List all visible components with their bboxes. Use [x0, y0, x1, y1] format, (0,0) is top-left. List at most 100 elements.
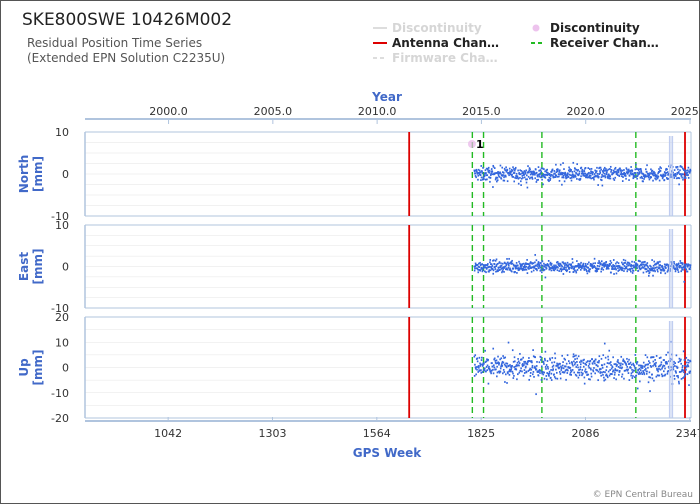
data-point: [506, 382, 508, 384]
data-point: [492, 372, 495, 375]
data-point: [522, 176, 524, 179]
data-point: [645, 270, 648, 273]
data-point: [498, 175, 501, 178]
data-point: [510, 262, 513, 265]
data-point: [640, 264, 643, 266]
data-point: [673, 360, 675, 363]
data-point: [607, 370, 610, 373]
data-point: [567, 264, 569, 267]
data-point: [531, 361, 533, 364]
data-point: [657, 261, 660, 264]
data-point: [595, 364, 598, 367]
data-point: [660, 363, 662, 366]
data-point: [563, 371, 566, 374]
data-point: [647, 381, 650, 384]
data-point: [491, 365, 494, 368]
data-point: [586, 373, 589, 376]
data-point: [569, 366, 572, 369]
data-point: [529, 360, 531, 362]
data-point: [629, 169, 632, 172]
data-point: [502, 361, 505, 364]
data-point: [642, 371, 645, 374]
data-point: [588, 270, 591, 273]
data-point: [481, 371, 484, 373]
data-point: [648, 271, 651, 274]
data-point: [608, 177, 611, 180]
data-point: [597, 262, 599, 264]
data-point: [506, 268, 509, 271]
data-point: [574, 265, 577, 267]
data-point: [656, 266, 658, 269]
data-point: [520, 267, 523, 270]
data-point: [590, 372, 593, 375]
data-point: [596, 172, 599, 175]
data-point: [627, 268, 629, 271]
data-point: [661, 367, 663, 370]
data-point: [659, 170, 662, 172]
data-point: [515, 175, 517, 177]
data-point: [478, 169, 481, 172]
data-point: [650, 267, 653, 270]
data-point: [607, 168, 610, 171]
data-point: [679, 265, 682, 267]
data-point: [557, 363, 560, 366]
data-point: [589, 268, 591, 270]
data-point: [648, 360, 650, 363]
data-point: [594, 267, 597, 270]
data-point: [656, 374, 659, 377]
data-point: [494, 268, 497, 270]
data-point: [593, 257, 596, 260]
data-point: [588, 171, 590, 174]
data-point: [513, 356, 516, 359]
data-point: [540, 176, 542, 179]
data-point: [608, 264, 611, 267]
data-point: [639, 176, 642, 179]
data-point: [652, 269, 655, 272]
data-point: [687, 364, 689, 366]
data-point: [580, 359, 582, 362]
data-point: [521, 370, 523, 373]
data-point: [507, 341, 510, 344]
data-point: [570, 263, 572, 266]
data-point: [473, 170, 476, 173]
data-point: [618, 371, 621, 373]
data-point: [574, 373, 577, 376]
data-point: [564, 175, 567, 178]
data-point: [510, 170, 513, 173]
data-point: [603, 363, 606, 366]
data-point: [492, 164, 495, 167]
data-point: [663, 171, 666, 173]
data-point: [650, 176, 653, 179]
data-point: [636, 263, 639, 266]
data-point: [491, 362, 493, 365]
data-point: [496, 172, 498, 174]
data-point: [592, 176, 595, 179]
data-point: [577, 168, 579, 171]
data-point: [565, 177, 567, 180]
data-point: [489, 176, 492, 179]
data-point: [544, 350, 547, 353]
top-axis-label: Year: [371, 90, 402, 104]
data-point: [642, 370, 644, 372]
data-point: [555, 261, 558, 264]
data-point: [681, 268, 683, 271]
data-point: [594, 266, 596, 268]
y-tick-label: -10: [51, 210, 69, 223]
data-point: [535, 365, 538, 367]
data-point: [496, 371, 499, 374]
data-point: [593, 367, 595, 369]
data-point: [634, 172, 637, 174]
data-point: [561, 354, 563, 357]
data-point: [535, 368, 538, 371]
data-point: [542, 183, 544, 186]
data-point: [572, 353, 575, 356]
data-point: [496, 375, 498, 378]
data-point: [640, 175, 643, 178]
data-point: [534, 177, 537, 180]
data-point: [663, 179, 666, 181]
data-point: [521, 365, 524, 367]
data-point: [502, 372, 504, 375]
data-point: [599, 166, 602, 169]
panel-unit-east: [mm]: [31, 249, 45, 285]
data-point: [553, 264, 555, 267]
